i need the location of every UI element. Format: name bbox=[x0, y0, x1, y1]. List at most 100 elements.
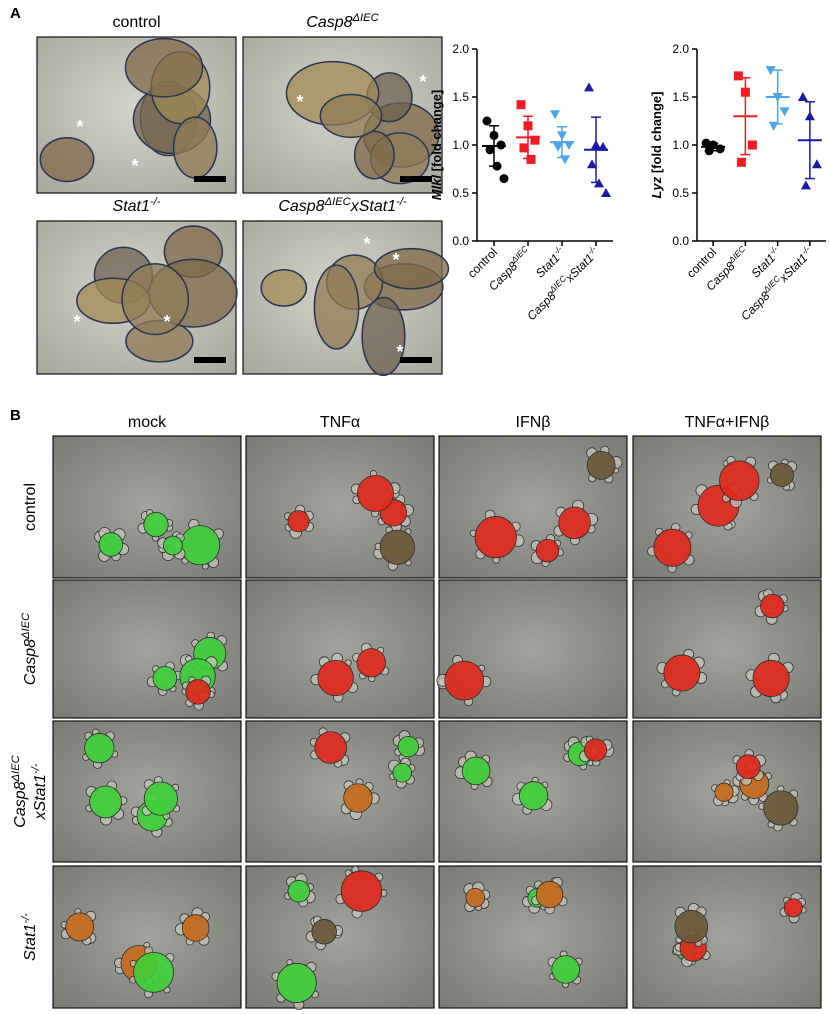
organoid bbox=[760, 593, 785, 619]
organoid bbox=[39, 136, 95, 183]
scale-bar bbox=[194, 176, 226, 182]
organoid bbox=[379, 529, 415, 565]
micrograph bbox=[632, 720, 822, 863]
data-point bbox=[797, 92, 808, 101]
scale-bar bbox=[194, 357, 226, 363]
text-segment: Casp8 bbox=[12, 781, 29, 827]
column-header: mock bbox=[128, 414, 167, 431]
organoid bbox=[763, 790, 799, 826]
organoid bbox=[172, 116, 218, 179]
text-segment: xStat1 bbox=[32, 774, 49, 820]
organoid bbox=[584, 738, 608, 762]
scale-bar bbox=[400, 357, 432, 363]
text-segment: control bbox=[112, 14, 160, 31]
organoid bbox=[276, 962, 317, 1003]
panel-label: B bbox=[10, 407, 21, 424]
organoid bbox=[89, 785, 122, 819]
row-label: Casp8ΔIEC bbox=[20, 612, 39, 685]
image-label: Casp8ΔIECxStat1-/- bbox=[278, 196, 407, 215]
text-segment: -/- bbox=[30, 763, 42, 774]
text-segment: -/- bbox=[150, 196, 161, 208]
row-label: Stat1-/- bbox=[20, 913, 39, 961]
data-point bbox=[550, 110, 560, 120]
asterisk: * bbox=[396, 342, 403, 362]
y-tick-label: 1.5 bbox=[452, 90, 469, 104]
organoid bbox=[143, 781, 178, 816]
x-tick-label: Casp8ΔIECxStat1-/- bbox=[737, 244, 816, 323]
organoid bbox=[474, 516, 517, 559]
y-tick-label: 0.5 bbox=[452, 186, 469, 200]
organoid bbox=[65, 912, 95, 942]
data-point bbox=[701, 138, 711, 148]
text-segment: Mlkl bbox=[429, 175, 444, 201]
organoid bbox=[361, 296, 406, 377]
organoid bbox=[185, 679, 211, 705]
organoid bbox=[663, 654, 701, 692]
asterisk: * bbox=[296, 92, 303, 112]
y-axis-label: Mlkl [fold change] bbox=[429, 90, 444, 201]
organoid bbox=[735, 754, 761, 780]
organoid bbox=[343, 783, 373, 813]
organoid bbox=[287, 879, 311, 903]
organoid bbox=[444, 660, 485, 701]
data-point bbox=[553, 142, 563, 152]
asterisk: * bbox=[131, 156, 138, 176]
y-tick-label: 0.0 bbox=[452, 234, 469, 248]
asterisk: * bbox=[73, 312, 80, 332]
organoid bbox=[317, 659, 354, 697]
y-tick-label: 0.5 bbox=[672, 186, 689, 200]
organoid bbox=[783, 898, 803, 918]
organoid bbox=[181, 914, 210, 942]
y-tick-label: 1.5 bbox=[672, 90, 689, 104]
text-segment: Lyz bbox=[649, 176, 664, 198]
text-segment: ΔIEC bbox=[352, 12, 380, 24]
organoid bbox=[313, 264, 360, 350]
asterisk: * bbox=[392, 250, 399, 270]
text-segment: control bbox=[22, 483, 39, 531]
data-point bbox=[601, 188, 611, 197]
micrograph bbox=[632, 865, 822, 1009]
image-label: Stat1-/- bbox=[113, 196, 161, 215]
text-segment: Casp8 bbox=[22, 639, 39, 685]
asterisk: * bbox=[363, 234, 370, 254]
organoid bbox=[98, 532, 124, 557]
text-segment: ΔIEC bbox=[20, 612, 32, 640]
data-point bbox=[584, 82, 594, 92]
organoid bbox=[152, 666, 178, 691]
organoid bbox=[558, 506, 591, 540]
text-segment: [fold change] bbox=[429, 90, 444, 175]
organoid bbox=[714, 782, 734, 802]
data-point bbox=[733, 71, 743, 81]
row-label: Casp8ΔIEC bbox=[10, 754, 29, 827]
organoid bbox=[287, 510, 310, 533]
organoid bbox=[518, 781, 549, 811]
organoid bbox=[397, 735, 419, 758]
organoid bbox=[143, 511, 169, 538]
y-tick-label: 2.0 bbox=[452, 42, 469, 56]
organoid bbox=[121, 263, 190, 336]
image-label: control bbox=[112, 14, 160, 31]
organoid bbox=[340, 870, 383, 912]
data-point bbox=[499, 174, 509, 184]
data-point bbox=[779, 107, 790, 117]
organoid bbox=[356, 648, 386, 678]
asterisk: * bbox=[419, 72, 426, 92]
text-segment: Stat1 bbox=[113, 198, 150, 215]
organoid bbox=[465, 888, 486, 908]
text-segment: xStat1 bbox=[350, 198, 396, 215]
text-segment: Casp8 bbox=[278, 198, 324, 215]
column-header: IFNβ bbox=[516, 414, 551, 431]
scale-bar bbox=[400, 176, 432, 182]
organoid bbox=[535, 880, 564, 909]
organoid bbox=[357, 475, 394, 512]
organoid bbox=[586, 451, 616, 480]
data-point bbox=[564, 141, 574, 150]
panel-label: A bbox=[10, 5, 21, 22]
organoid bbox=[373, 247, 450, 290]
data-point bbox=[516, 100, 526, 110]
text-segment: Stat1 bbox=[22, 924, 39, 961]
organoid bbox=[163, 535, 183, 556]
organoid bbox=[752, 659, 790, 697]
data-point bbox=[530, 135, 540, 145]
